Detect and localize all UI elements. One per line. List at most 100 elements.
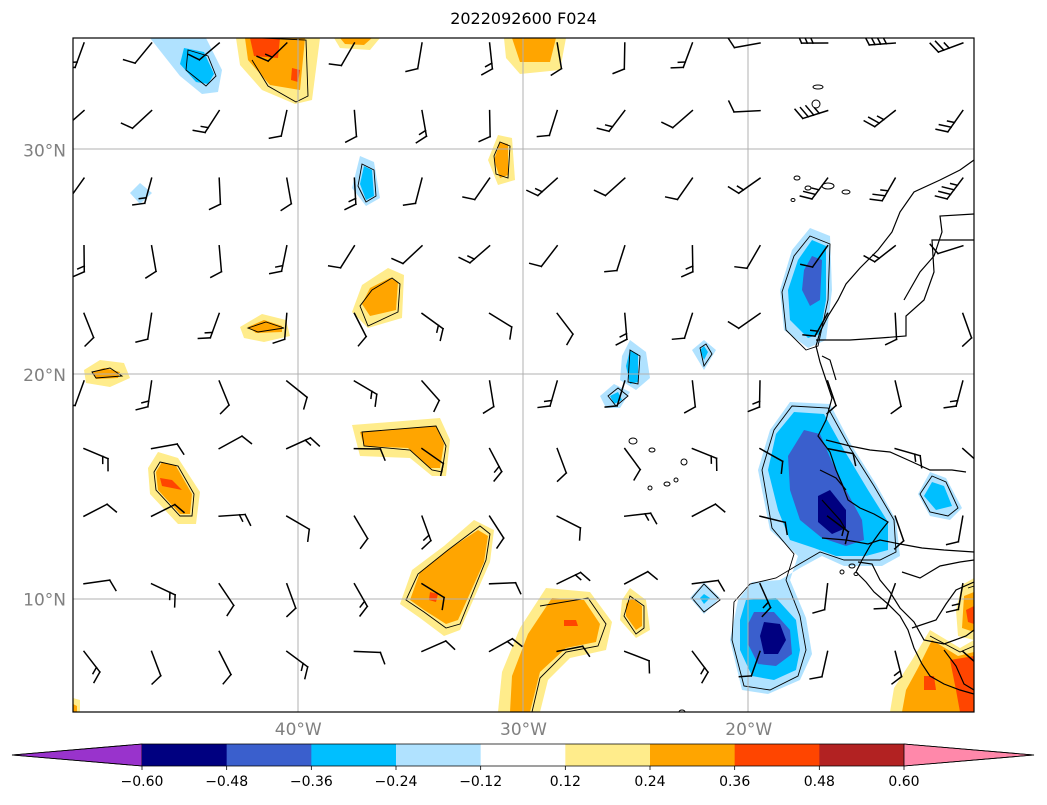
wind-barb <box>285 379 309 410</box>
wind-barb-staff <box>83 447 109 460</box>
wind-barb <box>691 650 710 684</box>
wind-barb <box>758 447 784 475</box>
wind-barb-feather <box>402 202 417 206</box>
island <box>804 185 812 191</box>
wind-barb-staff <box>759 515 787 524</box>
wind-barb-staff <box>488 380 495 408</box>
wind-barb-feather <box>813 106 821 115</box>
border-line <box>901 559 974 579</box>
wind-barb-staff <box>280 109 288 137</box>
wind-barb <box>556 447 568 483</box>
wind-barb-feather <box>144 270 158 279</box>
colorbar-tick-label: 0.24 <box>634 774 665 790</box>
contour-line <box>699 343 713 368</box>
wind-barb-staff <box>285 379 309 399</box>
wind-barb-feather <box>280 202 293 212</box>
wind-barb-feather <box>649 512 658 525</box>
wind-barb <box>799 244 829 269</box>
wind-barb-staff <box>353 109 358 138</box>
wind-barb <box>929 40 964 54</box>
wind-barb-feather <box>890 675 903 685</box>
wind-barb-feather <box>863 254 876 263</box>
positive-region <box>340 38 372 45</box>
wind-barb-staff <box>691 380 697 408</box>
wind-barb-feather <box>135 405 149 411</box>
wind-barb-staff <box>209 312 221 339</box>
wind-barb-staff <box>280 244 288 273</box>
wind-barb-staff <box>83 312 95 339</box>
wind-barb <box>863 244 897 263</box>
wind-barb-feather <box>872 193 886 197</box>
wind-barb-staff <box>143 177 153 205</box>
wind-barb-staff <box>556 312 574 336</box>
wind-barb-feather <box>138 196 148 200</box>
wind-barb-staff <box>218 582 235 607</box>
wind-barb <box>353 650 386 665</box>
wind-barb-staff <box>82 503 109 518</box>
wind-barb-staff <box>488 447 503 473</box>
wind-barb <box>890 650 903 685</box>
wind-barb-feather <box>226 604 235 617</box>
wind-barb <box>344 109 358 144</box>
wind-barb-feather <box>480 67 494 76</box>
wind-barb-staff <box>810 177 829 201</box>
island <box>628 437 638 445</box>
wind-barb-feather <box>780 460 784 475</box>
wind-barb-staff <box>873 109 897 128</box>
contour-line <box>967 585 974 589</box>
wind-barb-staff <box>556 645 584 653</box>
positive-region <box>362 278 398 316</box>
contour-line <box>531 597 607 712</box>
latitude-labels: 30°N 20°N 10°N <box>23 141 66 610</box>
wind-barb-feather <box>938 190 952 196</box>
wind-barb-staff <box>488 581 517 585</box>
island <box>678 709 686 712</box>
wind-barb <box>353 447 386 462</box>
wind-barb <box>556 515 582 541</box>
wind-barb <box>120 109 153 130</box>
wind-barb-staff <box>285 650 309 668</box>
wind-barb <box>344 177 357 211</box>
negative-region <box>924 482 952 510</box>
wind-barb-feather <box>802 334 816 337</box>
lat-label: 30°N <box>23 141 66 161</box>
wind-barb-staff <box>340 41 356 67</box>
wind-barb-staff <box>691 650 710 674</box>
wind-barb-staff <box>758 447 784 463</box>
wind-barb <box>83 447 109 472</box>
wind-barb <box>480 42 494 76</box>
wind-barb <box>488 637 523 653</box>
wind-barb-feather <box>303 665 309 680</box>
wind-barb <box>421 515 432 550</box>
contour-line <box>246 321 285 333</box>
wind-barb-staff <box>74 42 85 69</box>
wind-barb <box>525 177 559 197</box>
wind-barb-feather <box>208 203 222 211</box>
colorbar-tick-label: 0.12 <box>550 774 581 790</box>
wind-barb-feather <box>268 135 283 140</box>
contour-lines <box>91 38 974 712</box>
colorbar-segment <box>396 744 482 766</box>
positive-region <box>966 606 974 624</box>
wind-barb-feather <box>949 182 959 187</box>
wind-barb <box>864 38 897 46</box>
wind-barb-staff <box>218 513 246 517</box>
wind-barb <box>268 109 288 140</box>
wind-barb <box>556 312 574 346</box>
wind-barb-staff <box>473 177 491 201</box>
negative-region <box>626 350 638 384</box>
wind-barb-staff <box>267 41 288 63</box>
wind-barb-staff <box>488 109 491 138</box>
contour-line <box>607 387 629 407</box>
wind-barb-staff <box>826 515 850 533</box>
wind-barb <box>420 447 445 477</box>
wind-barb-feather <box>304 439 312 447</box>
wind-barb-staff <box>957 582 964 611</box>
wind-barb <box>285 582 297 618</box>
wind-barb-staff <box>416 42 423 70</box>
wind-barb-feather <box>670 66 685 69</box>
wind-barb <box>150 503 186 518</box>
wind-barb <box>209 244 223 279</box>
wind-barb-staff <box>873 244 897 263</box>
wind-barb-feather <box>604 124 614 128</box>
